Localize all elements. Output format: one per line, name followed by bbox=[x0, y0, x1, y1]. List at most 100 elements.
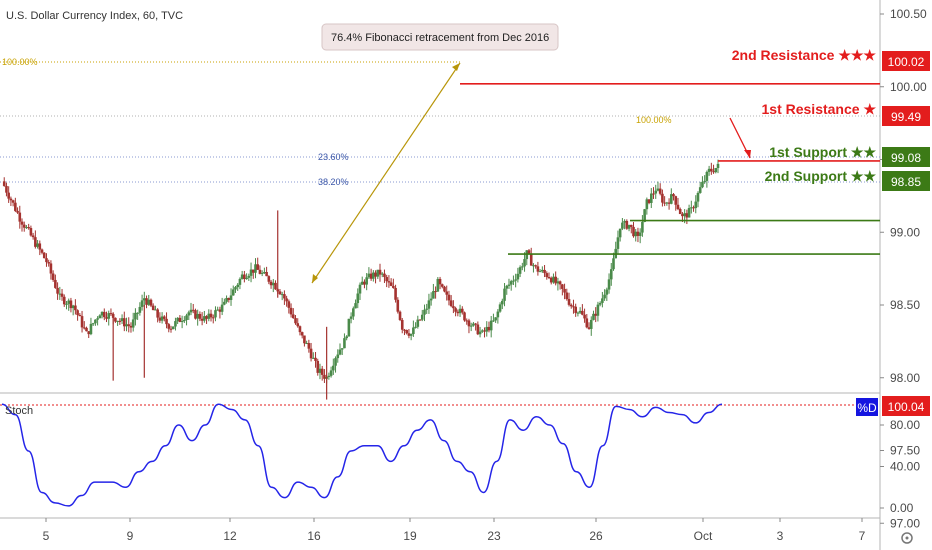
x-tick-label: 9 bbox=[127, 529, 134, 543]
candle-body bbox=[303, 335, 306, 344]
candle-body bbox=[127, 324, 131, 326]
candle-body bbox=[369, 273, 373, 279]
candle-body bbox=[658, 188, 662, 194]
candle-body bbox=[169, 328, 173, 330]
level-label-2nd-resistance: 2nd Resistance ★★★ bbox=[732, 47, 877, 63]
annotation-box bbox=[321, 23, 559, 51]
candle-body bbox=[670, 194, 673, 204]
candle-body bbox=[380, 273, 384, 275]
candle-body bbox=[16, 210, 19, 213]
candle-body bbox=[385, 277, 388, 282]
x-tick-label: 3 bbox=[777, 529, 784, 543]
candle-body bbox=[205, 316, 208, 319]
candle-body bbox=[136, 312, 139, 314]
candle-body bbox=[498, 304, 502, 312]
projection-arrowhead bbox=[744, 150, 751, 158]
candle-body bbox=[223, 301, 226, 305]
candle-body bbox=[554, 276, 557, 284]
candle-body bbox=[147, 299, 151, 305]
candle-body bbox=[565, 292, 569, 300]
candle-body bbox=[572, 306, 575, 308]
candle-body bbox=[698, 187, 702, 193]
candle-body bbox=[634, 231, 638, 237]
candle-body bbox=[363, 281, 366, 285]
candle-body bbox=[7, 192, 10, 199]
x-tick-label: 23 bbox=[487, 529, 501, 543]
candle-body bbox=[676, 204, 680, 210]
candle-body bbox=[569, 304, 573, 307]
candle-body bbox=[616, 237, 620, 249]
chart-title: U.S. Dollar Currency Index, 60, TVC bbox=[6, 10, 183, 22]
candle-body bbox=[323, 374, 326, 379]
candle-body bbox=[447, 294, 451, 301]
candle-body bbox=[420, 314, 424, 320]
candle-body bbox=[629, 224, 633, 227]
candle-body bbox=[536, 266, 540, 272]
candle-body bbox=[9, 198, 13, 201]
candle-body bbox=[329, 370, 333, 376]
candle-body bbox=[274, 282, 277, 290]
candle-body bbox=[432, 291, 435, 299]
candle-body bbox=[527, 250, 531, 254]
candle-body bbox=[320, 368, 324, 375]
candle-body bbox=[454, 308, 457, 312]
candle-body bbox=[36, 243, 39, 247]
candle-body bbox=[25, 227, 28, 229]
candle-body bbox=[374, 272, 377, 277]
candle-body bbox=[163, 316, 166, 319]
candle-body bbox=[583, 314, 586, 319]
candle-body bbox=[618, 228, 622, 238]
candle-body bbox=[467, 320, 471, 327]
fib-label-23: 23.60% bbox=[318, 152, 349, 162]
candle-body bbox=[196, 313, 199, 319]
candle-body bbox=[558, 281, 562, 285]
candle-body bbox=[514, 279, 517, 281]
candle-body bbox=[27, 227, 30, 229]
annotation-text: 76.4% Fibonacci retracement from Dec 201… bbox=[331, 32, 549, 44]
candle-body bbox=[340, 348, 344, 350]
candle-body bbox=[198, 313, 202, 319]
candle-body bbox=[100, 311, 104, 316]
candle-body bbox=[260, 272, 264, 274]
settings-icon[interactable] bbox=[901, 532, 913, 544]
candle-body bbox=[545, 273, 549, 278]
candle-body bbox=[418, 319, 422, 321]
candle-body bbox=[5, 185, 8, 193]
candle-body bbox=[225, 297, 228, 302]
candle-body bbox=[251, 269, 255, 273]
candle-body bbox=[22, 224, 26, 228]
candle-body bbox=[194, 310, 197, 319]
candle-body bbox=[423, 309, 426, 315]
candle-body bbox=[254, 264, 257, 273]
price-tag-1st-resistance-text: 99.49 bbox=[891, 110, 921, 124]
candle-body bbox=[656, 188, 660, 191]
candle-body bbox=[187, 312, 191, 316]
candle-body bbox=[523, 259, 526, 267]
candle-body bbox=[372, 272, 375, 279]
candle-body bbox=[183, 320, 186, 322]
candle-body bbox=[392, 285, 395, 288]
candle-body bbox=[409, 334, 413, 336]
candle-body bbox=[507, 284, 511, 286]
candle-body bbox=[541, 269, 544, 272]
candle-body bbox=[416, 319, 420, 327]
candle-body bbox=[145, 298, 148, 305]
candle-body bbox=[300, 332, 304, 336]
candle-body bbox=[338, 349, 342, 355]
candle-body bbox=[89, 323, 93, 335]
candle-body bbox=[207, 313, 211, 319]
candle-body bbox=[74, 305, 77, 311]
candle-body bbox=[487, 326, 491, 331]
candle-body bbox=[460, 308, 464, 313]
candle-body bbox=[529, 253, 533, 266]
candle-body bbox=[521, 266, 524, 268]
stoch-value-tag-text: 100.04 bbox=[888, 400, 925, 414]
candle-body bbox=[678, 209, 682, 215]
candle-body bbox=[140, 300, 144, 307]
y-tick-label: 98.50 bbox=[890, 298, 920, 312]
candle-body bbox=[512, 280, 515, 282]
level-label-1st-support: 1st Support ★★ bbox=[769, 144, 876, 160]
candle-body bbox=[54, 279, 57, 288]
candle-body bbox=[434, 291, 437, 293]
candle-body bbox=[403, 329, 406, 331]
